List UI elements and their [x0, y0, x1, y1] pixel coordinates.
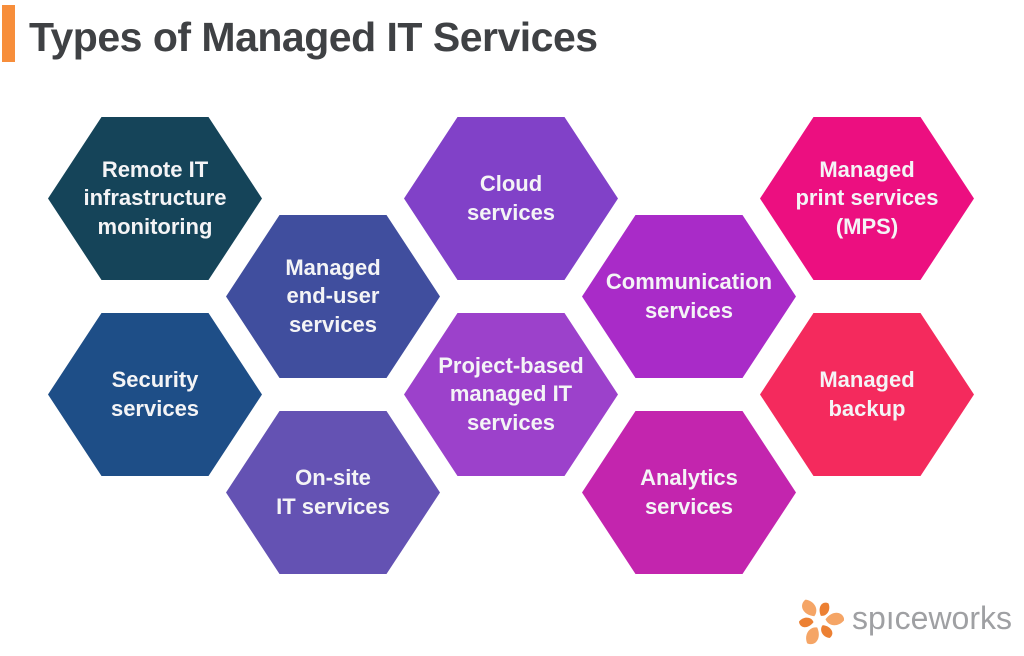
hexagon-managed-end-user-services: Managed end-user services — [226, 215, 440, 378]
hexagon-project-based-managed-it-services: Project-based managed IT services — [404, 313, 618, 476]
spiceworks-logo-text: spıceworks — [851, 599, 1012, 636]
hexagon-on-site-it-services: On-site IT services — [226, 411, 440, 574]
page-title: Types of Managed IT Services — [29, 14, 598, 60]
hexagon-managed-print-services: Managed print services (MPS) — [760, 117, 974, 280]
header: Types of Managed IT Services — [0, 0, 1024, 90]
hexagon-communication-services: Communication services — [582, 215, 796, 378]
spiceworks-pinwheel-icon — [798, 599, 844, 645]
hexagon-cloud-services: Cloud services — [404, 117, 618, 280]
spiceworks-logo: spıceworks — [794, 594, 1012, 648]
hexagon-remote-it-infrastructure-monitoring: Remote IT infrastructure monitoring — [48, 117, 262, 280]
hexagon-managed-backup: Managed backup — [760, 313, 974, 476]
title-accent-bar — [2, 5, 15, 62]
hexagon-security-services: Security services — [48, 313, 262, 476]
hexagon-analytics-services: Analytics services — [582, 411, 796, 574]
